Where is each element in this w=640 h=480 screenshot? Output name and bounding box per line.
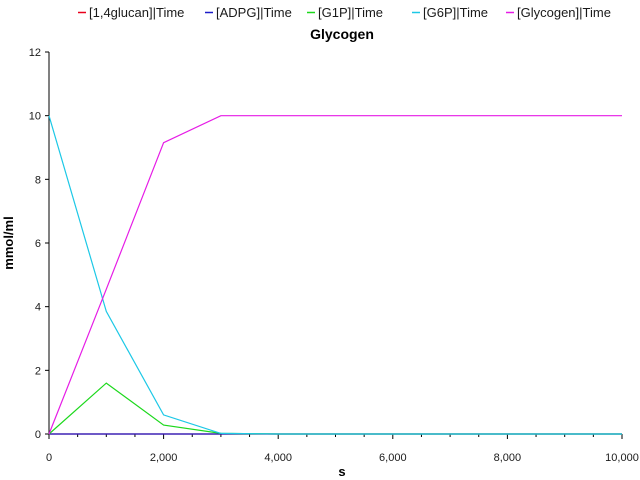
legend-label: [G6P]|Time xyxy=(423,5,488,20)
legend-label: [1,4glucan]|Time xyxy=(89,5,184,20)
x-tick-label: 10,000 xyxy=(605,452,639,464)
series-line-3 xyxy=(48,115,622,435)
series-line-4 xyxy=(48,115,622,435)
y-tick-label: 6 xyxy=(35,238,41,250)
x-tick-label: 4,000 xyxy=(264,452,292,464)
y-axis-label: mmol/ml xyxy=(1,216,16,269)
x-tick-label: 2,000 xyxy=(150,452,178,464)
y-ticks: 0 2 4 6 8 10 12 xyxy=(29,47,49,441)
legend-label: [ADPG]|Time xyxy=(216,5,292,20)
legend: [1,4glucan]|Time [ADPG]|Time [G1P]|Time [G6… xyxy=(78,5,611,20)
y-tick-label: 4 xyxy=(35,302,41,314)
x-axis-label: s xyxy=(338,464,345,479)
x-tick-label: 6,000 xyxy=(379,452,407,464)
axes xyxy=(48,52,622,435)
legend-label: [Glycogen]|Time xyxy=(517,5,611,20)
x-ticks: 0 2,000 4,000 6,000 8,000 10,000 xyxy=(46,434,639,464)
x-tick-label: 8,000 xyxy=(494,452,522,464)
series-lines xyxy=(48,115,622,435)
chart-title: Glycogen xyxy=(310,26,374,42)
y-tick-label: 10 xyxy=(29,111,41,123)
legend-label: [G1P]|Time xyxy=(318,5,383,20)
y-tick-label: 12 xyxy=(29,47,41,59)
series-line-2 xyxy=(48,382,622,435)
y-tick-label: 2 xyxy=(35,365,41,377)
y-tick-label: 0 xyxy=(35,429,41,441)
x-tick-label: 0 xyxy=(46,452,52,464)
y-tick-label: 8 xyxy=(35,174,41,186)
